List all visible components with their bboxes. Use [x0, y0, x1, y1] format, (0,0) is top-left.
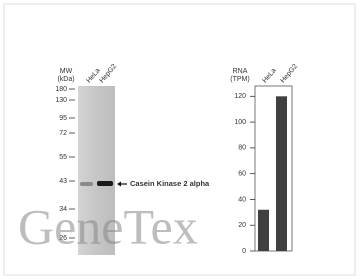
mw-marker: 130	[55, 97, 67, 104]
y-axis-label: (TPM)	[230, 76, 249, 83]
bar	[258, 210, 269, 251]
band	[80, 182, 93, 186]
target-label: Casein Kinase 2 alpha	[130, 179, 210, 188]
y-axis-label: RNA	[233, 68, 248, 75]
figure: MW (kDa) Casein Kinase 2 alpha RNA (TPM)…	[0, 0, 360, 280]
y-tick-label: 60	[238, 171, 246, 178]
y-tick-label: 40	[238, 196, 246, 203]
mw-label: (kDa)	[57, 76, 74, 83]
mw-marker: 55	[59, 154, 67, 161]
mw-label: MW	[60, 68, 73, 75]
y-tick-label: 20	[238, 222, 246, 229]
mw-marker: 72	[59, 130, 67, 137]
lane-label: HepG2	[99, 63, 119, 85]
y-tick-label: 80	[238, 145, 246, 152]
y-tick-label: 0	[242, 248, 246, 255]
page: MW (kDa) Casein Kinase 2 alpha RNA (TPM)…	[0, 0, 360, 280]
band	[97, 181, 113, 186]
y-tick-label: 120	[234, 93, 246, 100]
bar	[276, 96, 287, 251]
watermark: GeneTex	[18, 198, 198, 254]
mw-marker: 43	[59, 178, 67, 185]
y-tick-label: 100	[234, 119, 246, 126]
mw-marker: 95	[59, 115, 67, 122]
x-tick-label: HepG2	[280, 63, 300, 85]
mw-marker: 180	[55, 86, 67, 93]
arrow-head	[117, 182, 121, 187]
x-tick-label: HeLa	[262, 67, 278, 84]
